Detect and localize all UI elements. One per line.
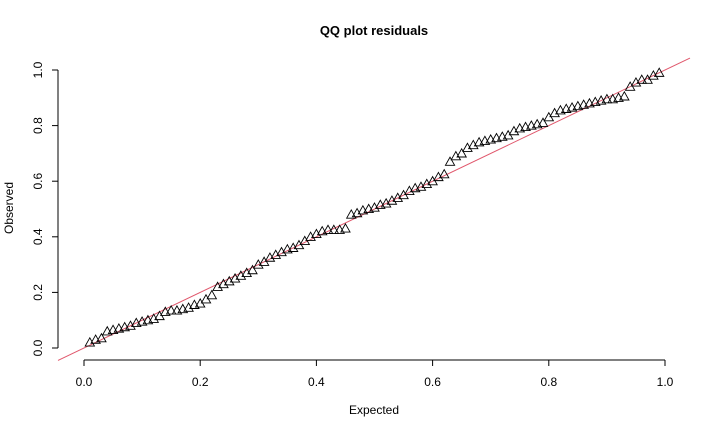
x-tick-label: 0.6 xyxy=(424,375,441,389)
data-point xyxy=(444,156,456,166)
x-axis-ticks: 0.0 0.2 0.4 0.6 0.8 1.0 xyxy=(76,360,674,389)
data-points xyxy=(84,67,665,347)
x-tick-label: 0.8 xyxy=(540,375,557,389)
x-tick-label: 0.2 xyxy=(192,375,209,389)
data-point xyxy=(653,67,665,77)
data-point xyxy=(247,264,258,275)
x-tick-label: 0.4 xyxy=(308,375,325,389)
y-tick-label: 0.8 xyxy=(31,117,45,134)
data-point xyxy=(340,222,351,233)
data-point xyxy=(165,304,177,315)
x-tick-label: 1.0 xyxy=(657,375,674,389)
data-point xyxy=(328,224,340,234)
data-point xyxy=(456,147,468,158)
data-point xyxy=(438,168,450,179)
data-point xyxy=(96,332,107,343)
y-tick-label: 0.2 xyxy=(31,284,45,301)
data-point xyxy=(322,224,334,234)
x-tick-label: 0.0 xyxy=(76,375,93,389)
plot-area xyxy=(57,57,691,361)
chart-title: QQ plot residuals xyxy=(320,23,428,38)
data-point xyxy=(601,93,613,104)
y-tick-label: 1.0 xyxy=(31,61,45,78)
y-tick-label: 0.4 xyxy=(31,228,45,245)
data-point xyxy=(636,74,648,84)
x-axis: 0.0 0.2 0.4 0.6 0.8 1.0 xyxy=(76,359,674,389)
y-axis-ticks: 0.0 0.2 0.4 0.6 0.8 1.0 xyxy=(31,61,58,356)
y-tick-label: 0.6 xyxy=(31,173,45,190)
y-axis-label: Observed xyxy=(2,182,16,234)
data-point xyxy=(537,117,549,127)
y-tick-label: 0.0 xyxy=(31,339,45,356)
y-axis: 0.0 0.2 0.4 0.6 0.8 1.0 xyxy=(31,61,59,356)
x-axis-label: Expected xyxy=(349,403,399,417)
data-point xyxy=(206,289,218,300)
data-point xyxy=(618,90,630,101)
